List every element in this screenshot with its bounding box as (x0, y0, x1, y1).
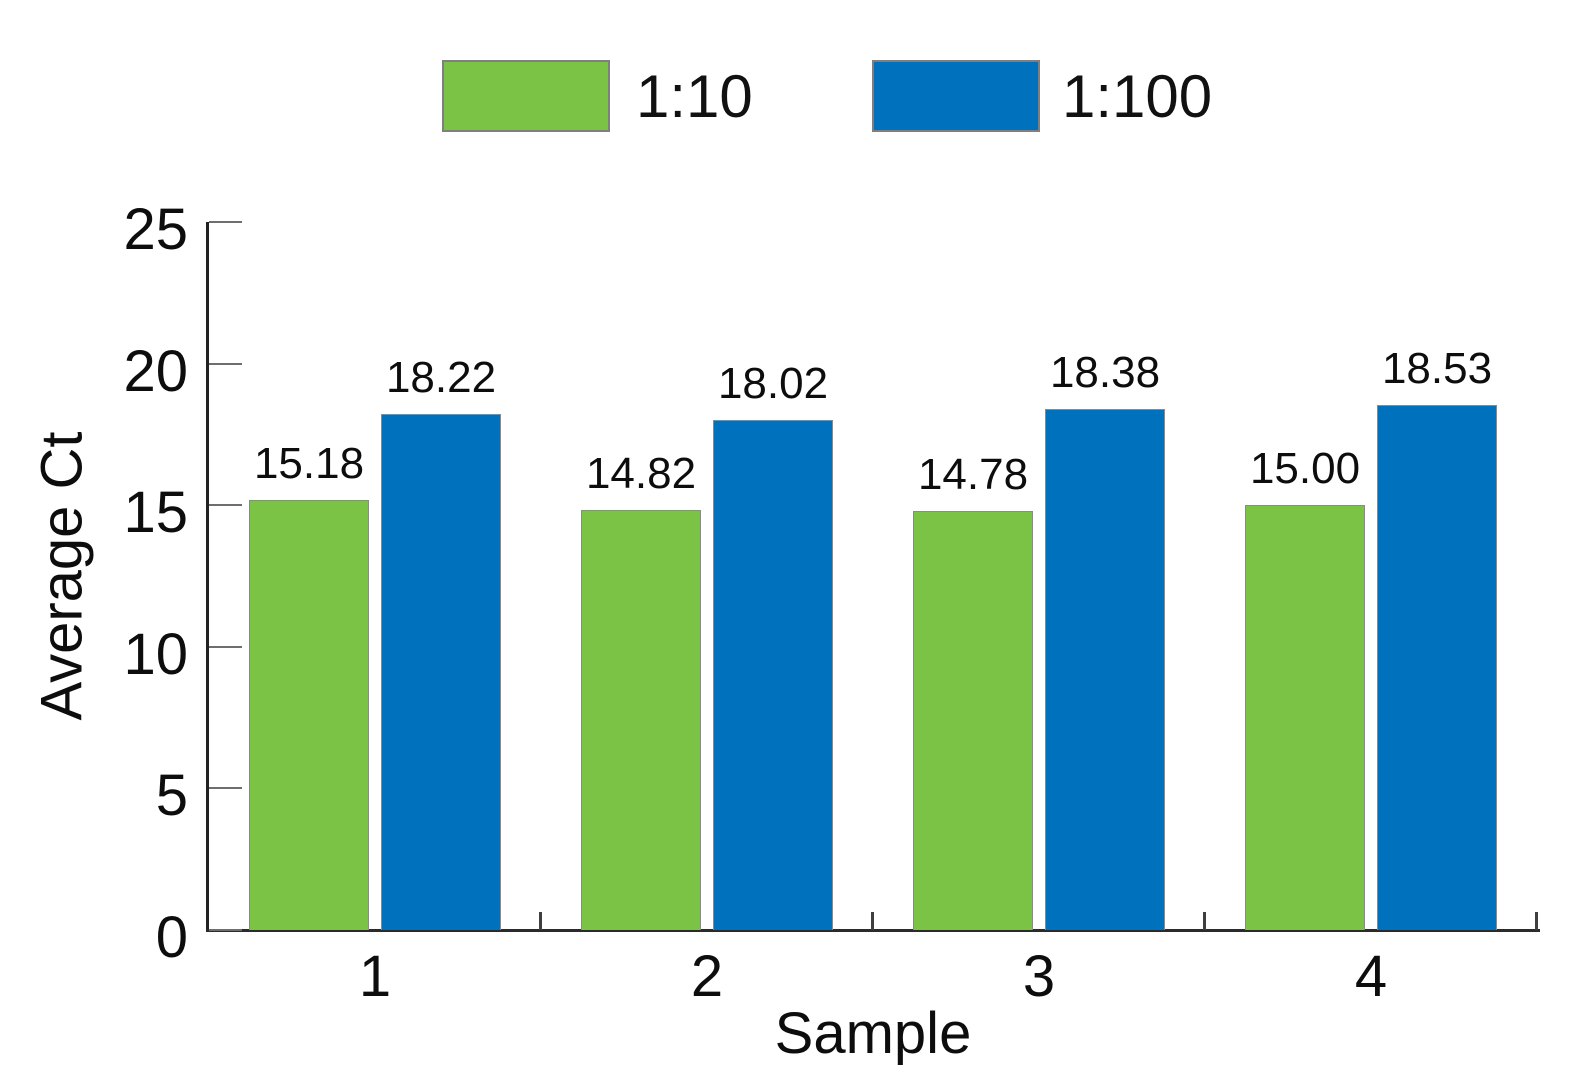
bar-1:100-sample-3 (1045, 409, 1165, 930)
x-axis-title: Sample (774, 1001, 972, 1066)
x-tick-label: 2 (690, 944, 724, 1009)
bar-value-label: 14.82 (585, 449, 697, 499)
legend-swatch-1-10 (442, 60, 610, 132)
legend-swatch-1-100 (872, 60, 1040, 132)
x-tick (1535, 912, 1538, 930)
bar-1:100-sample-2 (713, 419, 833, 930)
x-axis-line (206, 929, 1540, 932)
bar-1:10-sample-1 (249, 500, 369, 930)
bar-1:10-sample-2 (581, 510, 701, 930)
x-tick (539, 912, 542, 930)
bar-value-label: 18.53 (1381, 344, 1493, 394)
y-tick-label: 5 (155, 763, 188, 829)
y-tick (209, 362, 242, 365)
bar-1:100-sample-4 (1377, 405, 1497, 930)
y-tick-label: 15 (123, 480, 188, 546)
x-tick (1203, 912, 1206, 930)
y-tick-label: 0 (155, 905, 188, 970)
legend-label-1-100: 1:100 (1062, 63, 1213, 130)
bar-value-label: 18.38 (1049, 348, 1161, 398)
legend-label-1-10: 1:10 (636, 63, 753, 130)
y-tick (209, 645, 242, 648)
x-tick (871, 912, 874, 930)
y-tick-label: 25 (123, 197, 188, 262)
y-axis-line (206, 222, 209, 932)
bar-value-label: 15.18 (253, 439, 365, 489)
x-tick-label: 4 (1354, 944, 1388, 1009)
y-tick (209, 221, 242, 223)
x-tick-label: 3 (1022, 944, 1056, 1009)
bar-value-label: 14.78 (917, 450, 1029, 500)
bar-1:10-sample-3 (913, 511, 1033, 930)
bar-value-label: 18.02 (717, 358, 829, 408)
plot-area: 15.18 14.82 14.78 15.00 18.22 18.02 18.38 18.53 (209, 222, 1537, 930)
bar-1:10-sample-4 (1245, 505, 1365, 930)
y-tick-label: 20 (123, 338, 188, 404)
y-tick (209, 504, 242, 507)
y-tick-label: 10 (123, 621, 188, 687)
y-tick (209, 787, 242, 790)
bar-value-label: 15.00 (1249, 444, 1361, 494)
x-tick-label: 1 (358, 944, 392, 1009)
bar-value-label: 18.22 (385, 353, 497, 403)
bar-1:100-sample-1 (381, 414, 501, 930)
y-tick (209, 929, 242, 931)
